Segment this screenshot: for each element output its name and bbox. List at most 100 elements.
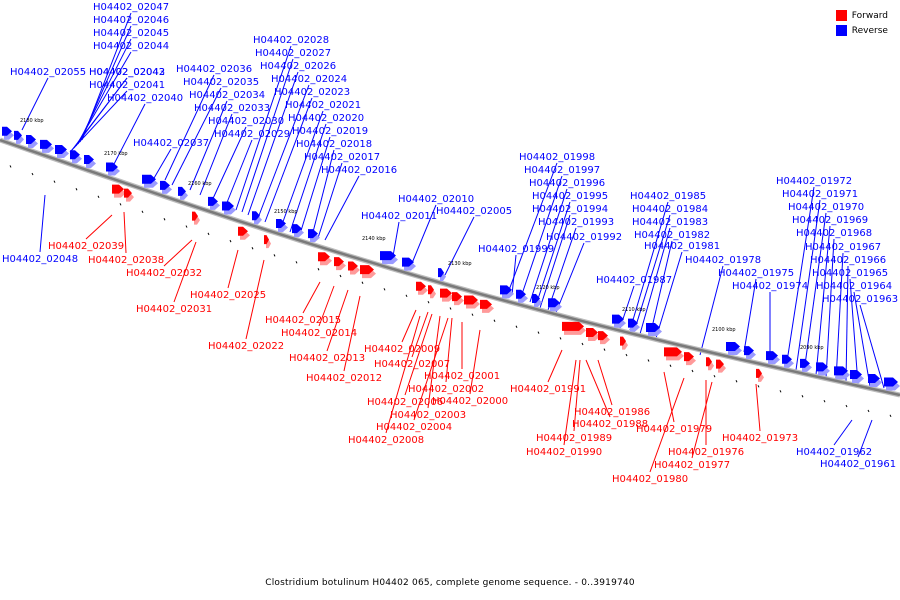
gene-label: H04402_02047 — [93, 2, 169, 13]
gene-label: H04402_01990 — [526, 447, 602, 458]
minor-mark — [713, 374, 716, 378]
leader-line — [279, 110, 324, 231]
leader-line — [663, 371, 675, 423]
gene-label: H04402_02034 — [189, 90, 265, 101]
leader-line — [469, 329, 481, 395]
leader-line — [633, 214, 671, 333]
reverse-gene-arrow — [868, 373, 880, 383]
leader-line — [241, 58, 294, 213]
gene-label: H04402_02020 — [288, 113, 364, 124]
leader-line — [427, 315, 441, 409]
gene-label: H04402_01988 — [572, 419, 648, 430]
forward-gene-arrow — [452, 292, 462, 302]
gene-label: H04402_02040 — [107, 93, 183, 104]
leader-line — [343, 295, 361, 372]
forward-gene-arrow — [706, 357, 712, 367]
gene-label: H04402_01996 — [529, 178, 605, 189]
gene-label: H04402_01970 — [788, 202, 864, 213]
gene-label: H04402_01974 — [732, 281, 808, 292]
gene-label: H04402_01989 — [536, 433, 612, 444]
leader-line — [649, 377, 685, 473]
leader-line — [743, 278, 757, 353]
leader-line — [318, 285, 335, 327]
gene-label: H04402_02014 — [281, 328, 357, 339]
leader-line — [401, 309, 417, 343]
gene-label: H04402_01981 — [644, 241, 720, 252]
minor-mark — [141, 210, 144, 214]
reverse-gene-arrow — [816, 362, 828, 372]
gene-label: H04402_02044 — [93, 41, 169, 52]
gene-label: H04402_01961 — [820, 459, 896, 470]
gene-label: H04402_02027 — [255, 48, 331, 59]
leader-line — [444, 216, 475, 276]
reverse-gene-arrow — [850, 369, 862, 379]
minor-mark — [493, 319, 496, 322]
gene-label: H04402_02046 — [93, 15, 169, 26]
minor-mark — [295, 261, 298, 264]
gene-label: H04402_01982 — [634, 230, 710, 241]
gene-label: H04402_01986 — [574, 407, 650, 418]
gene-label: H04402_01992 — [546, 232, 622, 243]
tick-label: 2110 kbp — [622, 307, 646, 313]
leader-line — [511, 254, 517, 296]
forward-gene-arrow — [348, 261, 358, 271]
gene-label: H04402_02039 — [48, 241, 124, 252]
legend-label-reverse: Reverse — [851, 25, 888, 36]
legend-item-forward: Forward — [835, 8, 888, 23]
leader-line — [163, 239, 193, 267]
minor-mark — [383, 288, 386, 291]
reverse-gene-arrow — [500, 285, 512, 295]
gene-label: H04402_02002 — [408, 384, 484, 395]
gene-label: H04402_02015 — [265, 315, 341, 326]
forward-gene-arrow — [684, 352, 694, 362]
forward-gene-arrow — [264, 235, 269, 245]
forward-gene-arrow — [440, 288, 452, 298]
forward-gene-arrow — [428, 285, 434, 295]
forward-gene-arrow — [756, 368, 762, 378]
minor-mark — [31, 172, 34, 176]
gene-label: H04402_01972 — [776, 176, 852, 187]
leader-line — [845, 265, 849, 383]
leader-line — [857, 419, 873, 458]
gene-label: H04402_02001 — [424, 371, 500, 382]
gene-label: H04402_01963 — [822, 294, 898, 305]
gene-label: H04402_02005 — [436, 206, 512, 217]
gene-labels: H04402_02047 H04402_02046 H04402_02045 H044… — [2, 2, 898, 485]
legend-label-forward: Forward — [851, 10, 888, 21]
leader-line — [75, 51, 132, 147]
gene-label: H04402_02045 — [93, 28, 169, 39]
minor-mark — [515, 325, 518, 328]
leader-line — [264, 97, 313, 223]
leader-line — [326, 289, 349, 352]
reverse-gene-arrow — [178, 186, 186, 196]
forward-gene-arrow — [598, 331, 608, 341]
gene-label: H04402_02035 — [183, 77, 259, 88]
gene-label: H04402_02004 — [376, 422, 452, 433]
leader-line — [39, 194, 46, 253]
reverse-gene-arrow — [744, 346, 754, 356]
leader-line — [815, 225, 831, 376]
reverse-gene-arrow — [292, 224, 302, 234]
reverse-gene-arrow — [766, 351, 778, 361]
reverse-gene-arrow — [160, 180, 170, 190]
leader-line — [445, 317, 453, 383]
minor-mark — [9, 165, 12, 168]
reverse-gene-arrow — [70, 150, 80, 160]
gene-label: H04402_01995 — [532, 191, 608, 202]
gene-label: H04402_01977 — [654, 460, 730, 471]
gene-label: H04402_01984 — [632, 204, 708, 215]
leader-line — [585, 359, 611, 418]
leader-line — [535, 201, 571, 306]
tick-label: 2130 kbp — [448, 261, 472, 267]
leader-line — [691, 381, 713, 459]
minor-mark — [75, 188, 78, 191]
gene-label: H04402_02024 — [271, 74, 347, 85]
minor-mark — [647, 359, 650, 362]
leader-line — [835, 252, 844, 381]
forward-gene-arrow — [112, 184, 124, 194]
reverse-gene-arrow — [402, 257, 414, 267]
gene-label: H04402_01973 — [722, 433, 798, 444]
leader-line — [245, 259, 265, 340]
reverse-gene-arrow — [782, 354, 792, 364]
reverse-gene-arrow — [884, 377, 898, 387]
